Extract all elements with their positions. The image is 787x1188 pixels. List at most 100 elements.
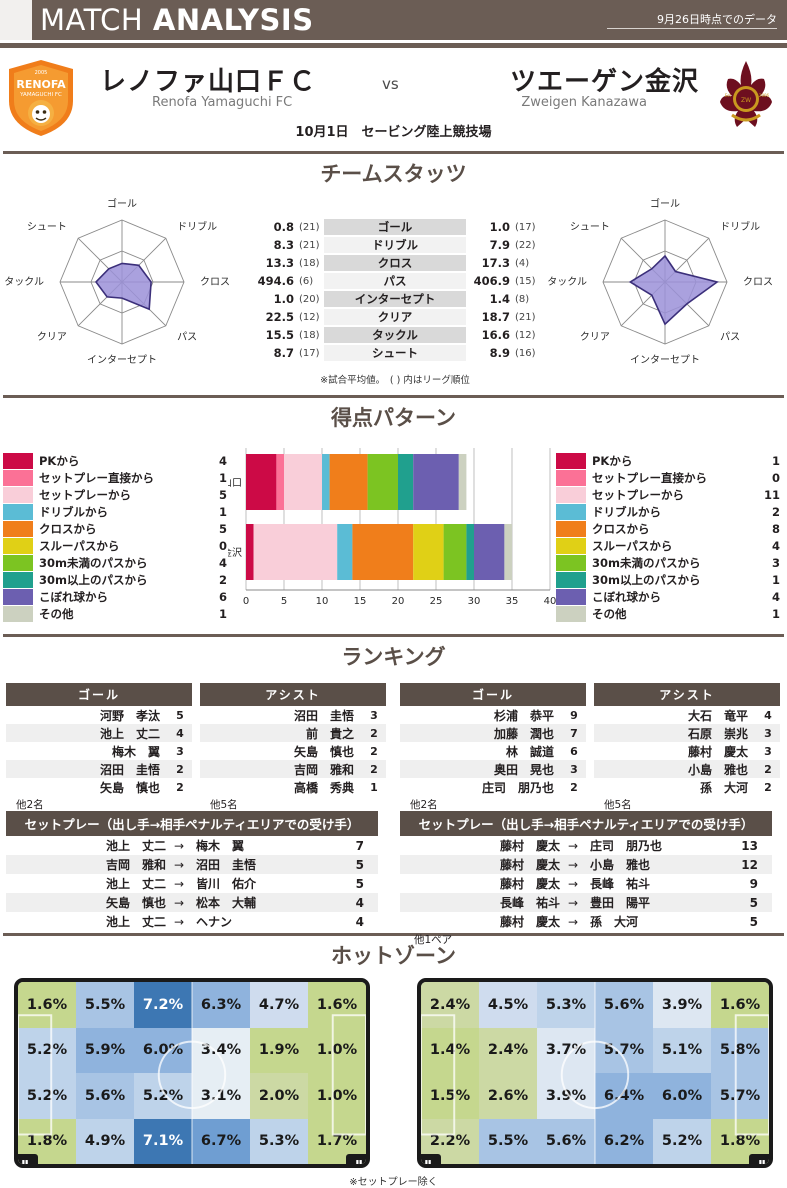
hot-zone-cell: 1.0% [308,1027,366,1073]
home-stat-rank: (20) [299,293,320,305]
svg-text:2005: 2005 [35,70,48,76]
hot-zone-section: 1.6% 5.5% 7.2% 6.3% 4.7% 1.6% 5.2% 5.9% 6.0% 3.4%… [0,972,787,1188]
arrow-icon: → [567,857,579,872]
setplay-passer: 藤村 慶太 [499,858,560,872]
hot-zone-cell: 2.4% [479,1027,537,1073]
hot-zone-cell: 1.5% [421,1073,479,1119]
player-name: 梅木 翼 [111,744,160,759]
hot-zone-cell: 6.0% [653,1073,711,1119]
scoring-legend-item: 30m以上のパスから 1 [556,571,784,588]
scoring-legend-item: その他 1 [556,605,784,622]
setplay-receiver: 皆川 佑介 [196,877,257,891]
scoring-pattern-chart: 0 5 10 15 20 25 30 35 40 山口金沢 [222,440,560,625]
setplay-row: 長峰 祐斗 → 豊田 陽平 5 [400,893,772,912]
header-bar: MATCH ANALYSIS 9月26日時点でのデータ [0,0,787,40]
setplay-row: 矢島 慎也 → 松本 大輔 4 [6,893,378,912]
legend-value: 5 [218,521,227,536]
player-name: 孫 大河 [699,780,748,795]
legend-color-swatch [3,486,33,503]
stat-name: インターセプト [324,291,466,307]
player-value: 2 [764,780,772,794]
player-name: 河野 孝汰 [99,708,160,723]
ranking-row: 杉浦 恭平 9 [400,706,586,724]
teams-banner: 2005 RENOFA YAMAGUCHI FC レノファ山口ＦＣ Renofa… [0,51,787,151]
away-stat-rank: (12) [515,329,536,341]
ranking-row: 沼田 圭悟 2 [6,760,192,778]
radar-axis-label: クロス [743,276,773,288]
scoring-legend-item: PKから 4 [3,452,231,469]
radar-axis-label: ゴール [107,197,137,210]
away-hot-zone-pitch: 2.4% 4.5% 5.3% 5.6% 3.9% 1.6% 1.4% 2.4% 3.7% 5.7%… [417,978,773,1168]
setplay-passer: 長峰 祐斗 [499,896,560,910]
legend-label: PKから [39,453,80,468]
arrow-icon: → [173,876,185,891]
legend-color-swatch [556,486,586,503]
divider-scoring-pattern [3,395,784,398]
ranking-row: 矢島 慎也 2 [200,742,386,760]
away-stat-rank: (8) [515,293,530,305]
home-team-name-en: Renofa Yamaguchi FC [152,95,293,110]
home-stat-value: 13.3 [265,256,294,270]
legend-color-swatch [3,588,33,605]
scoring-legend-item: セットプレー直接から 0 [556,469,784,486]
home-goal-ranking: ゴール 河野 孝汰 5 池上 丈二 4 梅木 翼 3 沼田 圭悟 2 矢島 慎也 2 他2名 [6,683,192,812]
renofa-yamaguchi-crest-icon: 2005 RENOFA YAMAGUCHI FC [5,57,77,139]
home-stat-value: 8.3 [273,238,294,252]
hot-zone-cell: 4.5% [479,982,537,1028]
arrow-icon: → [567,838,579,853]
section-title-team-stats: チームスタッツ [320,162,467,186]
player-value: 5 [176,708,184,722]
hot-zone-cell: 6.2% [595,1118,653,1164]
stat-name: パス [324,273,466,289]
hot-zone-cell: 2.4% [421,982,479,1028]
setplay-passer: 藤村 慶太 [499,877,560,891]
setplay-passer: 吉岡 雅和 [105,858,166,872]
hot-zone-cell: 7.2% [134,982,192,1028]
goal-marker-left-icon: ▮▮ [421,1154,441,1164]
hot-zone-cell: 6.4% [595,1073,653,1119]
scoring-legend-item: PKから 1 [556,452,784,469]
team-stat-row: 0.8 (21) ゴール 1.0 (17) [250,218,540,236]
hot-zone-cell: 6.3% [192,982,250,1028]
ranking-row: 河野 孝汰 5 [6,706,192,724]
player-name: 加藤 潤也 [493,726,554,741]
radar-axis-label: タックル [547,276,587,288]
radar-axis-label: ゴール [650,197,680,210]
hot-zone-cell: 5.7% [711,1073,769,1119]
ranking-more-label: 他5名 [604,799,632,811]
player-name: 林 誠道 [505,744,554,759]
hot-zone-cell: 1.9% [250,1027,308,1073]
player-name: 矢島 慎也 [293,744,354,759]
hot-zone-cell: 3.1% [192,1073,250,1119]
legend-label: こぼれ球から [39,589,108,604]
setplay-value: 5 [749,914,758,929]
legend-value: 5 [218,487,227,502]
legend-color-swatch [556,537,586,554]
ranking-row: 吉岡 雅和 2 [200,760,386,778]
scoring-legend-item: 30m未満のパスから 4 [3,554,231,571]
section-title-ranking: ランキング [341,645,446,669]
ranking-row: 梅木 翼 3 [6,742,192,760]
bar-x-tick: 15 [354,596,367,607]
scoring-legend-item: セットプレーから 5 [3,486,231,503]
away-stat-rank: (21) [515,311,536,323]
team-stats-table: 0.8 (21) ゴール 1.0 (17) 8.3 (21) ドリブル 7.9 (22) 13.3 (… [250,218,540,362]
legend-color-swatch [3,503,33,520]
header-stripe [0,43,787,48]
legend-label: こぼれ球から [592,589,661,604]
player-value: 3 [764,726,772,740]
setplay-value: 4 [355,895,364,910]
player-value: 3 [570,762,578,776]
home-stat-rank: (6) [299,275,314,287]
bar-category-label: 山口 [228,477,242,489]
legend-label: セットプレーから [592,487,684,502]
away-setplay-table: セットプレー（出し手→相手ペナルティエリアでの受け手） 藤村 慶太 → 庄司 朋乃也 1… [400,811,772,947]
bar-x-tick: 40 [544,596,557,607]
hot-zone-cell: 5.6% [76,1073,134,1119]
legend-value: 2 [218,572,227,587]
stat-name: タックル [324,327,466,343]
setplay-value: 13 [741,838,758,853]
home-stat-rank: (21) [299,239,320,251]
ranking-row: 庄司 朋乃也 2 [400,778,586,796]
player-name: 沼田 圭悟 [99,762,160,777]
